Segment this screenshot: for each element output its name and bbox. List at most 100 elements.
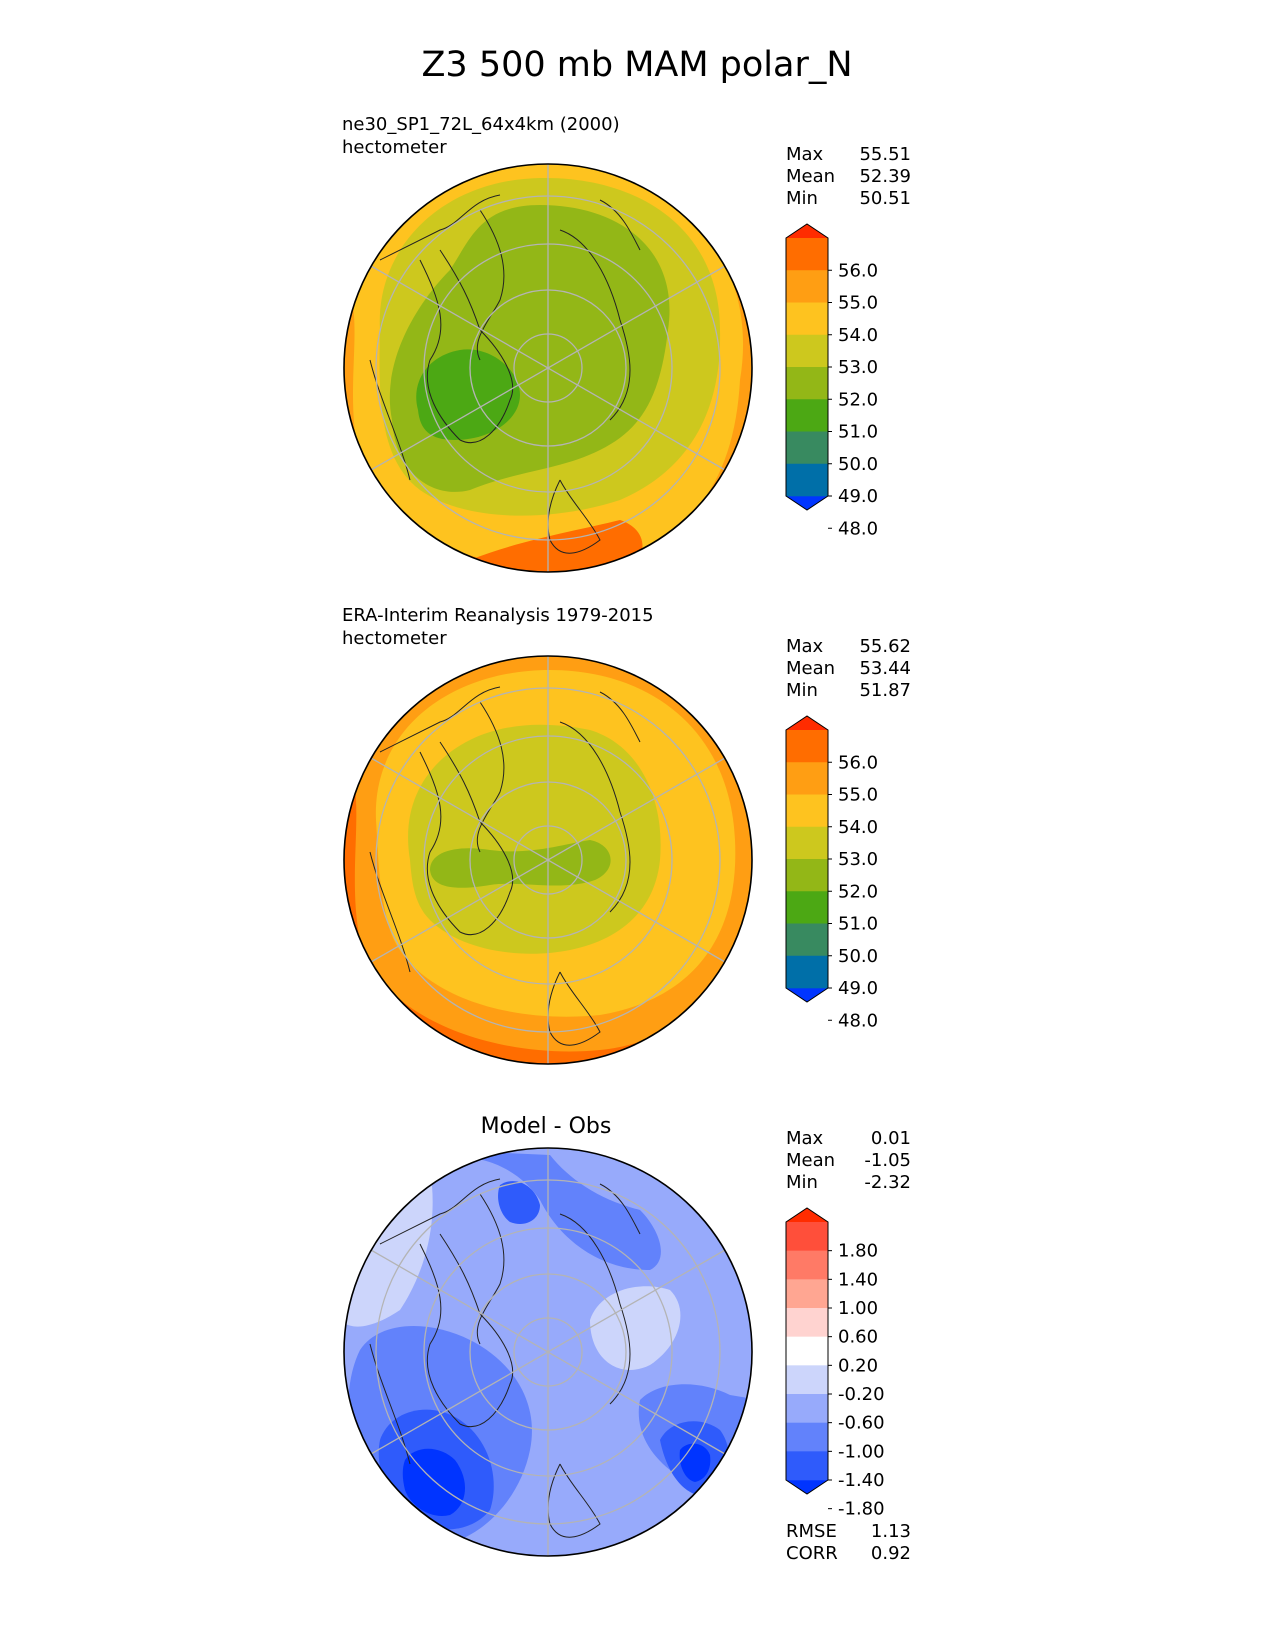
panel-obs-colorbar-segment xyxy=(786,794,828,828)
panel-diff-corr-value: 0.92 xyxy=(871,1543,911,1564)
panel-obs-min-label: Min xyxy=(786,680,818,701)
panel-diff-colorbar-segment xyxy=(786,1336,828,1366)
panel-diff-rmse-label: RMSE xyxy=(786,1521,837,1542)
panel-obs-colorbar-tick-label: 55.0 xyxy=(838,785,878,806)
panel-obs-colorbar-tick-label: 49.0 xyxy=(838,978,878,999)
panel-obs-mean-value: 53.44 xyxy=(859,658,911,679)
panel-model-colorbar-tick-label: 56.0 xyxy=(838,260,878,281)
panel-obs-colorbar-tick-label: 51.0 xyxy=(838,914,878,935)
panel-obs: ERA-Interim Reanalysis 1979-2015 hectome… xyxy=(342,605,911,1065)
panel-model-case-name: ne30_SP1_72L_64x4km (2000) xyxy=(342,114,620,135)
panel-obs-colorbar-tick-label: 50.0 xyxy=(838,946,878,967)
panel-model-map-border xyxy=(343,163,753,573)
panel-obs-colorbar-extend-max xyxy=(786,716,828,730)
panel-diff-strong-north xyxy=(498,1181,540,1225)
panel-obs-colorbar-tick-label: 52.0 xyxy=(838,881,878,902)
panel-obs-colorbar-segment xyxy=(786,955,828,989)
panel-diff-mean-label: Mean xyxy=(786,1150,835,1171)
panel-diff-colorbar-tick-label: -1.00 xyxy=(838,1441,885,1462)
panel-obs-band-52 xyxy=(430,840,611,888)
panel-model-colorbar-segment xyxy=(786,238,828,271)
panel-diff-colorbar-tick-label: 1.40 xyxy=(838,1269,878,1290)
panel-diff-coastlines xyxy=(369,1178,641,1538)
panel-model-graticule xyxy=(370,164,726,572)
panel-obs-colorbar-tick-label: 56.0 xyxy=(838,752,878,773)
panel-diff-map-border xyxy=(343,1147,753,1557)
panel-model-colorbar-segment xyxy=(786,334,828,368)
panel-model-coastlines xyxy=(369,194,641,554)
panel-model-colorbar-extend-max xyxy=(786,224,828,238)
panel-obs-colorbar-segment xyxy=(786,859,828,892)
panel-diff-colorbar-extend-min xyxy=(786,1480,828,1494)
panel-diff-colorbar-segment xyxy=(786,1422,828,1452)
panel-obs-max-value: 55.62 xyxy=(859,636,911,657)
panel-diff-colorbar-tick-label: -1.80 xyxy=(838,1499,885,1520)
panel-diff-colorbar-tick-label: 0.60 xyxy=(838,1327,878,1348)
panel-model-colorbar-tick-label: 53.0 xyxy=(838,357,878,378)
panel-obs-min-value: 51.87 xyxy=(859,680,911,701)
panel-model-colorbar-tick-label: 52.0 xyxy=(838,389,878,410)
panel-model-colorbar-tick-label: 55.0 xyxy=(838,293,878,314)
panel-diff-colorbar-segment xyxy=(786,1222,828,1251)
panel-model-colorbar: 56.0 55.0 54.0 53.0 52.0 51.0 50.0 49.0 48.0 xyxy=(785,223,878,539)
panel-diff-colorbar-extend-max xyxy=(786,1208,828,1222)
panel-obs-colorbar-segment xyxy=(786,923,828,957)
panel-diff-colorbar-tick-label: 0.20 xyxy=(838,1355,878,1376)
panel-obs-colorbar-segment xyxy=(786,826,828,860)
panel-model-map xyxy=(344,164,752,572)
panel-obs-map xyxy=(344,656,752,1064)
panel-obs-colorbar: 56.0 55.0 54.0 53.0 52.0 51.0 50.0 49.0 48.0 xyxy=(785,715,878,1031)
panel-diff-colorbar-tick-label: 1.00 xyxy=(838,1298,878,1319)
panel-diff: Model - Obs xyxy=(343,1114,911,1564)
panel-diff-max-label: Max xyxy=(786,1128,824,1149)
panel-diff-corr-label: CORR xyxy=(786,1543,838,1564)
panel-obs-colorbar-segment xyxy=(786,891,828,924)
panel-model: ne30_SP1_72L_64x4km (2000) hectometer xyxy=(342,114,911,573)
panel-diff-min-value: -2.32 xyxy=(864,1172,911,1193)
panel-obs-colorbar-segment xyxy=(786,730,828,763)
panel-model-colorbar-segment xyxy=(786,399,828,432)
panel-diff-colorbar-segment xyxy=(786,1279,828,1309)
panel-diff-colorbar-tick-label: 1.80 xyxy=(838,1241,878,1262)
panel-diff-max-value: 0.01 xyxy=(871,1128,911,1149)
panel-model-colorbar-extend-min xyxy=(786,496,828,510)
panel-diff-colorbar-segment xyxy=(786,1365,828,1395)
panel-model-mean-value: 52.39 xyxy=(859,166,911,187)
panel-model-min-value: 50.51 xyxy=(859,188,911,209)
panel-obs-colorbar-extend-min xyxy=(786,988,828,1002)
panel-model-units: hectometer xyxy=(342,137,447,158)
panel-diff-colorbar-tick-label: -0.20 xyxy=(838,1384,885,1405)
panel-model-max-label: Max xyxy=(786,144,824,165)
panel-model-colorbar-tick-label: 49.0 xyxy=(838,486,878,507)
panel-obs-colorbar-tick-label: 54.0 xyxy=(838,817,878,838)
panel-model-colorbar-segment xyxy=(786,302,828,336)
panel-model-max-value: 55.51 xyxy=(859,144,911,165)
panel-model-colorbar-segment xyxy=(786,463,828,497)
panel-diff-colorbar-segment xyxy=(786,1250,828,1280)
panel-diff-colorbar-segment xyxy=(786,1308,828,1337)
panel-obs-colorbar-segment xyxy=(786,762,828,795)
panel-diff-graticule xyxy=(370,1148,726,1556)
panel-model-colorbar-tick-label: 51.0 xyxy=(838,422,878,443)
panel-obs-map-border xyxy=(343,655,753,1065)
panel-obs-units: hectometer xyxy=(342,628,447,649)
panel-obs-colorbar-tick-label: 53.0 xyxy=(838,849,878,870)
figure-title: Z3 500 mb MAM polar_N xyxy=(421,45,852,85)
panel-diff-min-label: Min xyxy=(786,1172,818,1193)
panel-model-colorbar-tick-label: 50.0 xyxy=(838,454,878,475)
panel-diff-colorbar-segment xyxy=(786,1451,828,1481)
panel-diff-rmse-value: 1.13 xyxy=(871,1521,911,1542)
panel-model-band-51 xyxy=(416,349,520,440)
panel-obs-band-53 xyxy=(408,724,661,954)
panel-diff-colorbar-segment xyxy=(786,1394,828,1423)
panel-model-colorbar-segment xyxy=(786,367,828,400)
panel-diff-moderate-north xyxy=(440,1150,661,1270)
panel-model-colorbar-segment xyxy=(786,270,828,303)
panel-model-min-label: Min xyxy=(786,188,818,209)
panel-model-colorbar-tick-label: 54.0 xyxy=(838,325,878,346)
panel-obs-case-name: ERA-Interim Reanalysis 1979-2015 xyxy=(342,605,654,626)
panel-diff-colorbar: 1.80 1.40 1.00 0.60 0.20 -0.20 -0.60 -1.00 -1.40… xyxy=(785,1207,885,1520)
panel-diff-map xyxy=(344,1148,752,1556)
panel-diff-colorbar-tick-label: -1.40 xyxy=(838,1470,885,1491)
